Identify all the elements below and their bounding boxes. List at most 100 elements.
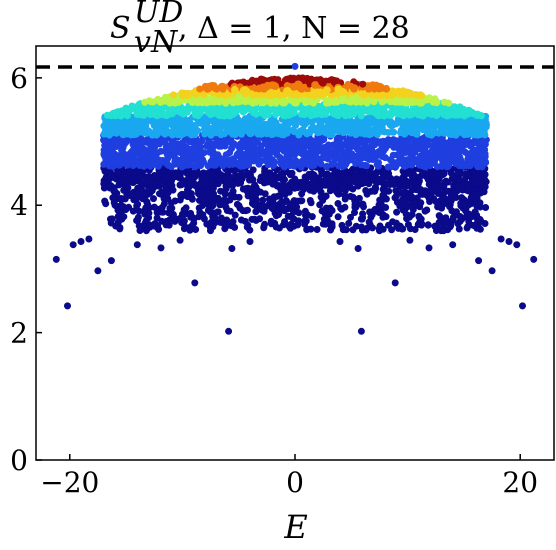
scatter-point (391, 279, 399, 287)
scatter-point (52, 255, 60, 263)
scatter-point (346, 192, 354, 200)
scatter-point (237, 216, 245, 224)
scatter-point (261, 220, 269, 228)
scatter-point (283, 87, 292, 95)
chart-title: S vN UD , Δ = 1, N = 28 (110, 0, 410, 60)
scatter-point (497, 235, 505, 243)
scatter-point (244, 206, 252, 214)
scatter-point (322, 86, 331, 94)
scatter-point (423, 206, 431, 214)
scatter-point (246, 238, 254, 246)
scatter-point (298, 197, 306, 205)
scatter-point (120, 213, 128, 221)
scatter-point (108, 215, 116, 223)
scatter-point (157, 147, 165, 155)
scatter-point (318, 78, 327, 87)
scatter-point (475, 257, 483, 265)
scatter-point (401, 188, 409, 196)
scatter-point (355, 194, 363, 202)
scatter-point (393, 208, 401, 216)
scatter-point (281, 218, 289, 226)
scatter-point (345, 219, 353, 227)
scatter-point (404, 221, 412, 229)
scatter-point (249, 166, 257, 174)
scatter-point (94, 267, 102, 275)
y-tick-label: 2 (10, 317, 28, 350)
x-tick-label: 20 (502, 466, 538, 499)
scatter-point (128, 102, 136, 110)
scatter-point (129, 207, 137, 215)
scatter-point (176, 236, 184, 244)
scatter-point (399, 87, 407, 95)
scatter-point (150, 195, 158, 203)
scatter-point (268, 81, 277, 89)
scatter-point (221, 196, 229, 204)
scatter-point (324, 141, 332, 149)
scatter-point (145, 97, 153, 105)
scatter-point (334, 213, 342, 221)
title-superscript: UD (134, 0, 183, 30)
y-tick-label: 0 (10, 444, 28, 477)
scatter-point (178, 89, 186, 97)
scatter-point (375, 227, 383, 235)
scatter-point (228, 245, 236, 253)
scatter-point (352, 222, 360, 230)
scatter-point (425, 244, 433, 252)
scatter-point (354, 245, 362, 253)
title-symbol: S (110, 11, 131, 46)
scatter-point (313, 226, 321, 234)
scatter-point (349, 96, 358, 104)
x-tick-label: 0 (286, 466, 304, 499)
scatter-point (291, 175, 299, 183)
scatter-point (241, 96, 250, 105)
scatter-point (134, 184, 142, 192)
scatter-point (133, 241, 141, 249)
scatter-point (306, 197, 314, 205)
scatter-point (415, 212, 423, 220)
scatter-point (218, 82, 226, 90)
scatter-point (513, 241, 521, 249)
scatter-point (442, 214, 450, 222)
scatter-point (107, 257, 115, 265)
scatter-point (282, 197, 290, 205)
scatter-point (505, 238, 513, 246)
y-tick-label: 4 (10, 189, 28, 222)
scatter-point (154, 95, 162, 103)
scatter-point (142, 227, 150, 235)
scatter-point (307, 225, 315, 233)
scatter-point (435, 212, 443, 220)
scatter-point (350, 84, 358, 93)
scatter-point (255, 84, 264, 93)
x-axis-label: E (283, 508, 307, 546)
scatter-point (338, 96, 347, 105)
scatter-point (64, 302, 72, 310)
scatter-point (338, 221, 346, 229)
scatter-point (77, 238, 85, 246)
scatter-point (346, 213, 354, 221)
scatter-point (69, 241, 77, 249)
scatter-point (267, 217, 275, 225)
scatter-point (442, 177, 450, 185)
scatter-point (462, 213, 470, 221)
scatter-point (488, 267, 496, 275)
scatter-point (518, 302, 526, 310)
scatter-point (449, 241, 457, 249)
scatter-point (85, 235, 93, 243)
scatter-point (357, 327, 365, 335)
scatter-point (311, 81, 319, 89)
scatter-point (122, 104, 130, 112)
scatter-point (388, 128, 396, 136)
scatter-point (214, 208, 222, 216)
scatter-point (234, 93, 243, 101)
title-rest: , Δ = 1, N = 28 (178, 11, 410, 46)
scatter-point (217, 214, 225, 222)
scatter-point (440, 227, 448, 235)
scatter-point (225, 327, 233, 335)
scatter-point (359, 80, 367, 88)
scatter-point (190, 219, 198, 227)
scatter-point (284, 212, 292, 220)
scatter-point (308, 170, 316, 178)
scatter-point (207, 227, 215, 235)
